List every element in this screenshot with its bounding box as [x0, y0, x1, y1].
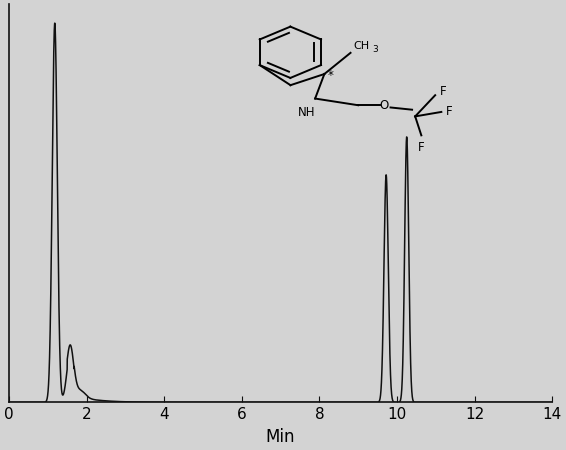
X-axis label: Min: Min	[266, 428, 295, 446]
